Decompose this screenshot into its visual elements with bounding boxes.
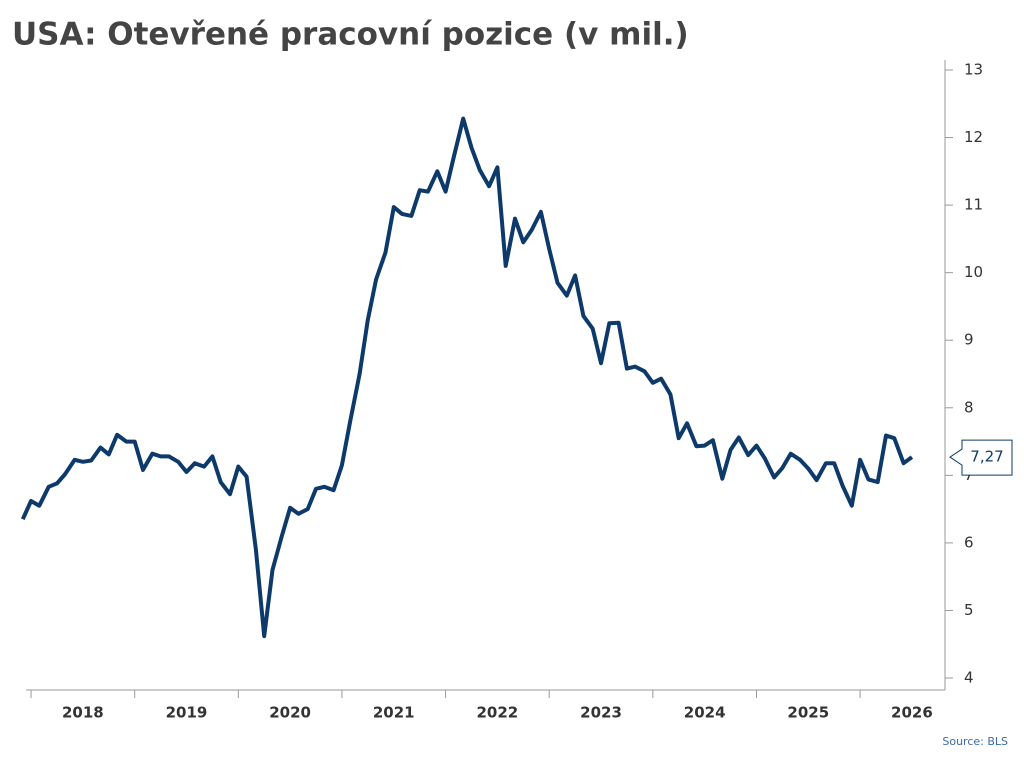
y-tick-label: 4 xyxy=(964,669,974,687)
y-tick-label: 12 xyxy=(964,128,983,146)
x-tick-label: 2024 xyxy=(684,704,726,722)
y-tick-label: 11 xyxy=(964,196,983,214)
x-tick-label: 2026 xyxy=(891,704,933,722)
x-tick-label: 2019 xyxy=(166,704,208,722)
x-tick-label: 2023 xyxy=(580,704,622,722)
x-tick-label: 2025 xyxy=(787,704,829,722)
last-value-label: 7,27 xyxy=(970,448,1003,466)
line xyxy=(20,116,914,639)
x-tick-label: 2018 xyxy=(62,704,104,722)
source: Source: BLS xyxy=(942,735,1008,748)
y-tick-label: 10 xyxy=(964,263,983,281)
y-tick-label: 13 xyxy=(964,61,983,79)
y-tick-label: 9 xyxy=(964,331,974,349)
x-tick-label: 2020 xyxy=(269,704,311,722)
last-value-box xyxy=(949,439,1013,476)
y-tick-label: 5 xyxy=(964,601,974,619)
y-tick-label: 6 xyxy=(964,533,974,551)
x-tick-label: 2021 xyxy=(373,704,415,722)
y-tick-label: 8 xyxy=(964,398,974,416)
x-tick-label: 2022 xyxy=(477,704,519,722)
chart-title: USA: Otevřené pracovní pozice (v mil.) xyxy=(12,17,689,53)
